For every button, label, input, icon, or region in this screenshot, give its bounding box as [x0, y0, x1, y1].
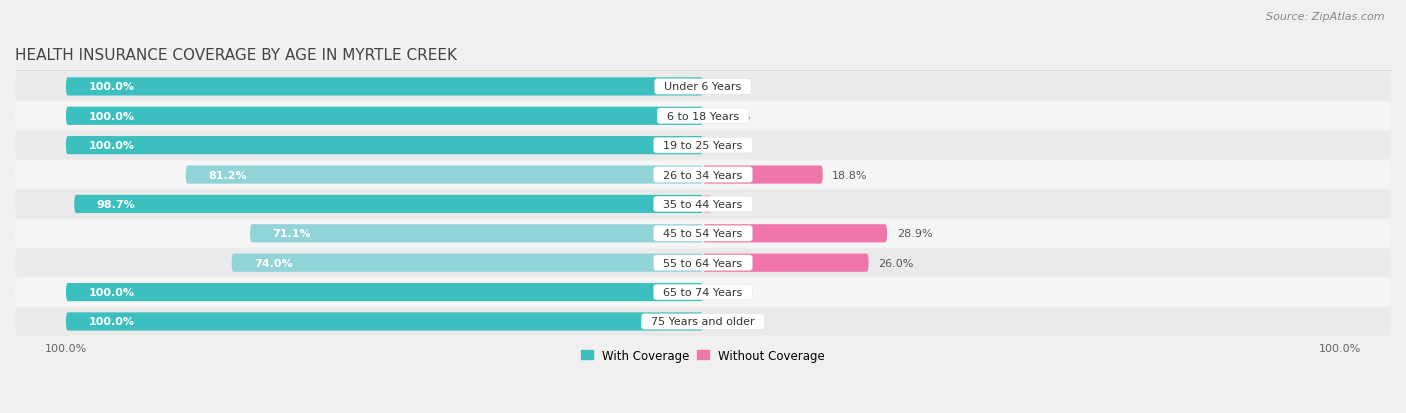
Text: 0.0%: 0.0% [723, 82, 751, 92]
FancyBboxPatch shape [15, 102, 1391, 131]
Text: 19 to 25 Years: 19 to 25 Years [657, 141, 749, 151]
Text: 35 to 44 Years: 35 to 44 Years [657, 199, 749, 209]
FancyBboxPatch shape [66, 283, 703, 301]
Text: 0.0%: 0.0% [723, 317, 751, 327]
Text: 18.8%: 18.8% [832, 170, 868, 180]
Legend: With Coverage, Without Coverage: With Coverage, Without Coverage [576, 344, 830, 367]
FancyBboxPatch shape [15, 161, 1391, 189]
FancyBboxPatch shape [250, 225, 703, 243]
FancyBboxPatch shape [15, 220, 1391, 248]
Text: 74.0%: 74.0% [254, 258, 292, 268]
FancyBboxPatch shape [232, 254, 703, 272]
FancyBboxPatch shape [186, 166, 703, 184]
FancyBboxPatch shape [703, 254, 869, 272]
Text: 0.0%: 0.0% [723, 287, 751, 297]
FancyBboxPatch shape [75, 195, 703, 214]
FancyBboxPatch shape [15, 190, 1391, 218]
Text: 6 to 18 Years: 6 to 18 Years [659, 112, 747, 121]
Text: 1.3%: 1.3% [721, 199, 749, 209]
Text: 100.0%: 100.0% [89, 112, 134, 121]
Text: 100.0%: 100.0% [89, 141, 134, 151]
Text: 100.0%: 100.0% [89, 82, 134, 92]
FancyBboxPatch shape [66, 137, 703, 155]
Text: 0.0%: 0.0% [723, 112, 751, 121]
Text: 71.1%: 71.1% [273, 229, 311, 239]
FancyBboxPatch shape [703, 195, 711, 214]
Text: Under 6 Years: Under 6 Years [658, 82, 748, 92]
FancyBboxPatch shape [66, 78, 703, 96]
FancyBboxPatch shape [66, 107, 703, 126]
FancyBboxPatch shape [703, 225, 887, 243]
Text: 26.0%: 26.0% [879, 258, 914, 268]
FancyBboxPatch shape [66, 313, 703, 331]
Text: 26 to 34 Years: 26 to 34 Years [657, 170, 749, 180]
Text: 98.7%: 98.7% [97, 199, 135, 209]
Text: 65 to 74 Years: 65 to 74 Years [657, 287, 749, 297]
Text: 81.2%: 81.2% [208, 170, 246, 180]
FancyBboxPatch shape [703, 166, 823, 184]
Text: 0.0%: 0.0% [723, 141, 751, 151]
FancyBboxPatch shape [15, 308, 1391, 336]
Text: 55 to 64 Years: 55 to 64 Years [657, 258, 749, 268]
Text: Source: ZipAtlas.com: Source: ZipAtlas.com [1267, 12, 1385, 22]
Text: 45 to 54 Years: 45 to 54 Years [657, 229, 749, 239]
FancyBboxPatch shape [15, 132, 1391, 160]
Text: 100.0%: 100.0% [89, 287, 134, 297]
Text: 100.0%: 100.0% [89, 317, 134, 327]
FancyBboxPatch shape [15, 249, 1391, 277]
FancyBboxPatch shape [15, 278, 1391, 306]
Text: 28.9%: 28.9% [897, 229, 932, 239]
FancyBboxPatch shape [15, 73, 1391, 101]
Text: 75 Years and older: 75 Years and older [644, 317, 762, 327]
Text: HEALTH INSURANCE COVERAGE BY AGE IN MYRTLE CREEK: HEALTH INSURANCE COVERAGE BY AGE IN MYRT… [15, 48, 457, 63]
